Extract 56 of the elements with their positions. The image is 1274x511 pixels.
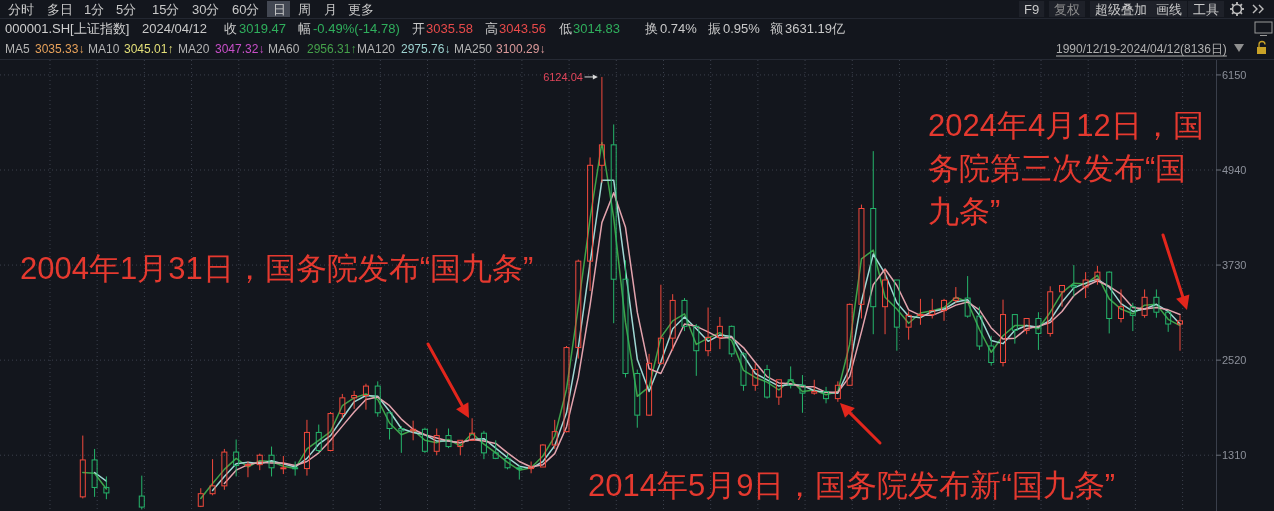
text: 3019.47: [239, 20, 286, 36]
text: 0.74%: [660, 20, 698, 36]
annotation: 2024年4月12日，国务院第三次发布“国九条”: [928, 107, 1204, 229]
annotation: 2014年5月9日，国务院发布新“国九条”: [588, 467, 1116, 503]
text: MA250: [454, 42, 493, 56]
text: 3100.29↓: [496, 42, 546, 56]
text: 5分: [116, 1, 137, 17]
text: MA20: [178, 42, 210, 56]
text: 3045.01↑: [124, 42, 174, 56]
y-tick-label: 1310: [1222, 449, 1247, 462]
text: MA120: [357, 42, 396, 56]
annotation: 2004年1月31日，国务院发布“国九条”: [20, 250, 534, 286]
y-tick-label: 3730: [1222, 259, 1247, 272]
text: 3631.19亿: [785, 20, 845, 36]
y-tick-label: 6150: [1222, 68, 1247, 81]
text: 工具: [1193, 1, 1219, 17]
text: 分时: [8, 1, 34, 17]
text: 3014.83: [573, 20, 620, 36]
y-tick-label: 2520: [1222, 354, 1247, 367]
text: 超级叠加: [1095, 1, 1147, 17]
text: 2024/04/12: [142, 20, 208, 36]
text: MA10: [88, 42, 120, 56]
text: -0.49%(-14.78): [313, 20, 400, 36]
text: 画线: [1156, 1, 1182, 17]
chart-title: 000001.SH[上证指数]: [5, 20, 130, 36]
text: 收: [224, 20, 237, 36]
text: 高: [485, 20, 498, 36]
text: 60分: [232, 1, 260, 17]
text: 15分: [152, 1, 180, 17]
text: 复权: [1054, 1, 1080, 17]
text: 额: [770, 20, 783, 36]
text: 月: [324, 1, 337, 17]
text: 开: [412, 20, 425, 36]
text: 更多: [348, 1, 374, 17]
text: 周: [298, 1, 311, 17]
text: 换: [645, 20, 658, 36]
text: MA5: [5, 42, 30, 56]
text: F9: [1024, 1, 1040, 17]
text: 3047.32↓: [215, 42, 265, 56]
text: 30分: [192, 1, 220, 17]
text: 日: [273, 1, 286, 17]
text: 1990/12/19-2024/04/12(8136日): [1056, 42, 1227, 56]
text: 2956.31↑: [307, 42, 357, 56]
text: 振: [708, 20, 721, 36]
text: 幅: [298, 20, 311, 36]
text: 0.95%: [723, 20, 761, 36]
text: 多日: [47, 1, 73, 17]
text: 3043.56: [499, 20, 546, 36]
y-tick-label: 4940: [1222, 164, 1247, 176]
annotation: 6124.04: [543, 70, 583, 83]
text: 低: [559, 20, 572, 36]
text: MA60: [268, 42, 300, 56]
text: 1分: [84, 1, 105, 17]
text: 3035.33↓: [35, 42, 85, 56]
text: 2975.76↓: [401, 42, 451, 56]
text: 3035.58: [426, 20, 473, 36]
